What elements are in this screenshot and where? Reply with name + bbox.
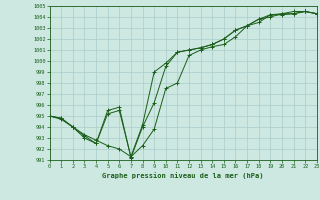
X-axis label: Graphe pression niveau de la mer (hPa): Graphe pression niveau de la mer (hPa) (102, 172, 264, 179)
